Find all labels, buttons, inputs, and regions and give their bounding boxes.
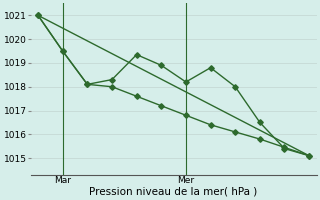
X-axis label: Pression niveau de la mer( hPa ): Pression niveau de la mer( hPa ) [90,187,258,197]
